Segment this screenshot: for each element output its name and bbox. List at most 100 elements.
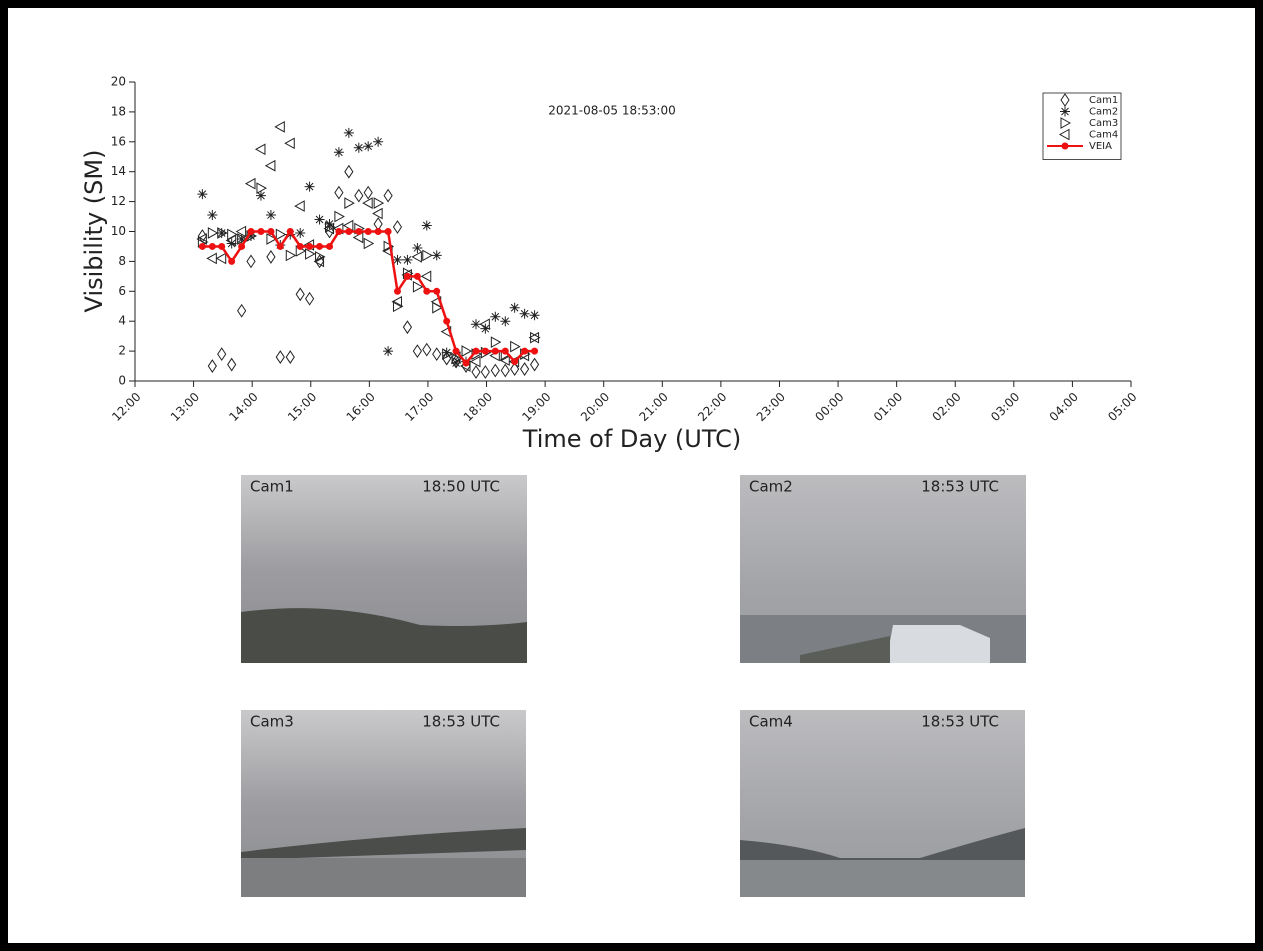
x-tick-label: 05:00 [1105, 390, 1139, 424]
marker [424, 288, 430, 294]
marker [364, 187, 372, 199]
marker [373, 209, 382, 219]
marker [383, 346, 393, 356]
marker [276, 351, 284, 363]
marker [403, 321, 411, 333]
marker [510, 303, 520, 313]
marker [530, 310, 540, 320]
marker [256, 144, 265, 154]
marker [404, 273, 410, 279]
marker [209, 243, 215, 249]
marker [219, 243, 225, 249]
marker [197, 189, 207, 199]
marker [501, 365, 509, 377]
marker [423, 344, 431, 356]
marker [266, 161, 275, 171]
marker [355, 190, 363, 202]
marker [462, 346, 471, 356]
marker [306, 293, 314, 305]
marker [327, 243, 333, 249]
marker [453, 348, 459, 354]
marker [207, 253, 216, 263]
marker [286, 351, 294, 363]
x-tick-label: 16:00 [344, 390, 378, 424]
legend-label: Cam4 [1089, 130, 1118, 141]
marker [365, 229, 371, 235]
x-tick-label: 02:00 [929, 390, 963, 424]
marker [208, 228, 217, 238]
marker [305, 182, 315, 192]
x-tick-label: 03:00 [988, 390, 1022, 424]
marker [247, 255, 255, 267]
marker [491, 337, 500, 347]
marker [335, 187, 343, 199]
marker [394, 288, 400, 294]
legend-label: VEIA [1089, 141, 1112, 152]
marker [472, 366, 480, 378]
marker [432, 250, 442, 260]
legend-label: Cam2 [1089, 107, 1118, 118]
marker [491, 365, 499, 377]
camera-label: Cam2 [749, 478, 793, 496]
marker [413, 345, 421, 357]
marker [276, 229, 285, 239]
y-axis-label: Visibility (SM) [80, 150, 108, 313]
marker [364, 238, 373, 248]
y-tick-label: 8 [118, 254, 126, 268]
marker [384, 190, 392, 202]
camera-time: 18:53 UTC [422, 713, 500, 731]
marker [334, 147, 344, 157]
marker [385, 229, 391, 235]
marker [374, 198, 383, 208]
marker [422, 271, 431, 281]
marker [422, 221, 432, 231]
chart: 2021-08-05 18:53:00 Time of Day (UTC) Vi… [0, 0, 1263, 951]
marker [296, 288, 304, 300]
y-tick-label: 2 [118, 344, 126, 358]
marker [199, 243, 205, 249]
x-tick-label: 04:00 [1047, 390, 1081, 424]
camera-time: 18:50 UTC [422, 478, 500, 496]
y-tick-label: 12 [111, 194, 126, 208]
marker [229, 258, 235, 264]
marker [295, 228, 305, 238]
marker [335, 212, 344, 222]
marker [412, 252, 421, 262]
camera-time: 18:53 UTC [921, 713, 999, 731]
y-tick-label: 6 [118, 284, 126, 298]
marker [218, 348, 226, 360]
marker [354, 143, 364, 153]
marker [336, 229, 342, 235]
legend-marker [1062, 143, 1068, 149]
marker [532, 348, 538, 354]
marker [307, 243, 313, 249]
marker [414, 273, 420, 279]
camera-1: Cam1 18:50 UTC [241, 475, 527, 663]
marker [490, 312, 500, 322]
x-tick-label: 19:00 [519, 390, 553, 424]
x-tick-label: 12:00 [109, 390, 143, 424]
marker [482, 348, 488, 354]
camera-3: Cam3 18:53 UTC [241, 710, 526, 897]
marker [375, 229, 381, 235]
marker [268, 229, 274, 235]
marker [511, 342, 520, 352]
camera-2: Cam2 18:53 UTC [740, 475, 1026, 663]
marker [345, 166, 353, 178]
water [740, 860, 1025, 897]
marker [531, 359, 539, 371]
marker [217, 253, 226, 263]
marker [228, 359, 236, 371]
x-tick-label: 22:00 [695, 390, 729, 424]
marker [434, 288, 440, 294]
marker [512, 359, 518, 365]
camera-4: Cam4 18:53 UTC [740, 710, 1025, 897]
x-tick-label: 23:00 [754, 390, 788, 424]
x-axis-label: Time of Day (UTC) [522, 425, 741, 453]
marker [286, 250, 295, 260]
marker [520, 309, 530, 319]
x-tick-label: 20:00 [578, 390, 612, 424]
marker [423, 250, 432, 260]
marker [345, 198, 354, 208]
marker [285, 138, 294, 148]
